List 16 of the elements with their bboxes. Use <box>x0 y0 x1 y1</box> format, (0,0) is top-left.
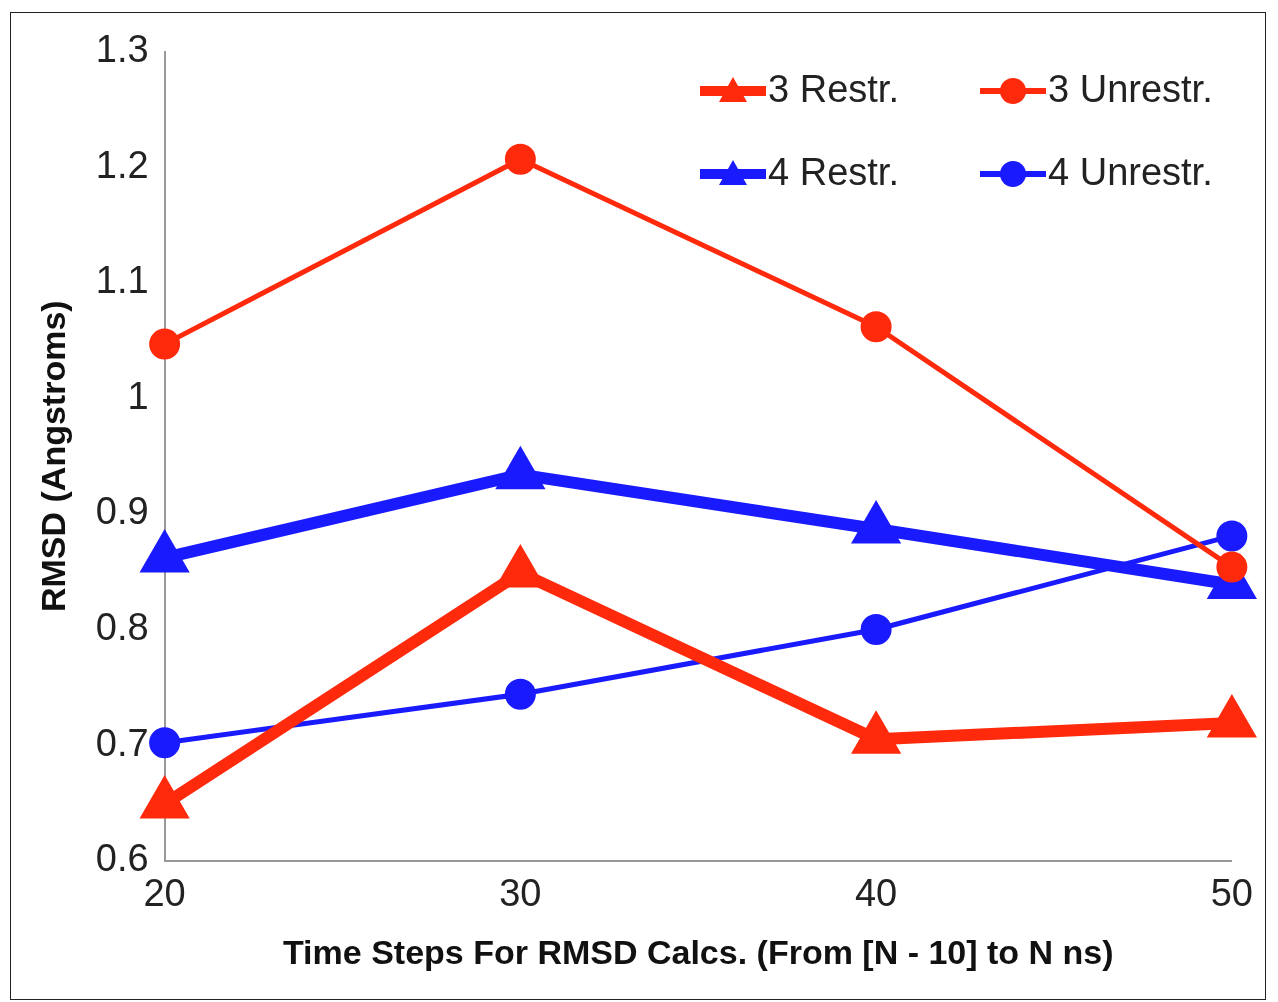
legend-label: 4 Restr. <box>768 151 899 194</box>
y-tick-label: 1.2 <box>95 143 149 186</box>
y-tick-label: 0.7 <box>95 721 149 764</box>
x-tick-label: 50 <box>1210 871 1254 914</box>
legend-label: 3 Restr. <box>768 68 899 111</box>
legend-label: 4 Unrestr. <box>1048 151 1213 194</box>
x-tick-label: 40 <box>854 871 898 914</box>
x-axis-title: Time Steps For RMSD Calcs. (From [N - 10] to N ns) <box>282 932 1114 971</box>
y-tick-label: 0.9 <box>95 490 149 533</box>
x-tick-label: 30 <box>499 871 542 914</box>
legend-label: 3 Unrestr. <box>1048 68 1213 111</box>
y-tick-label: 1.1 <box>95 259 149 302</box>
y-tick-label: 1.3 <box>95 28 149 71</box>
y-tick-label: 1 <box>127 374 149 417</box>
y-axis-title: RMSD (Angstroms) <box>33 300 72 613</box>
y-tick-label: 0.8 <box>95 606 149 648</box>
